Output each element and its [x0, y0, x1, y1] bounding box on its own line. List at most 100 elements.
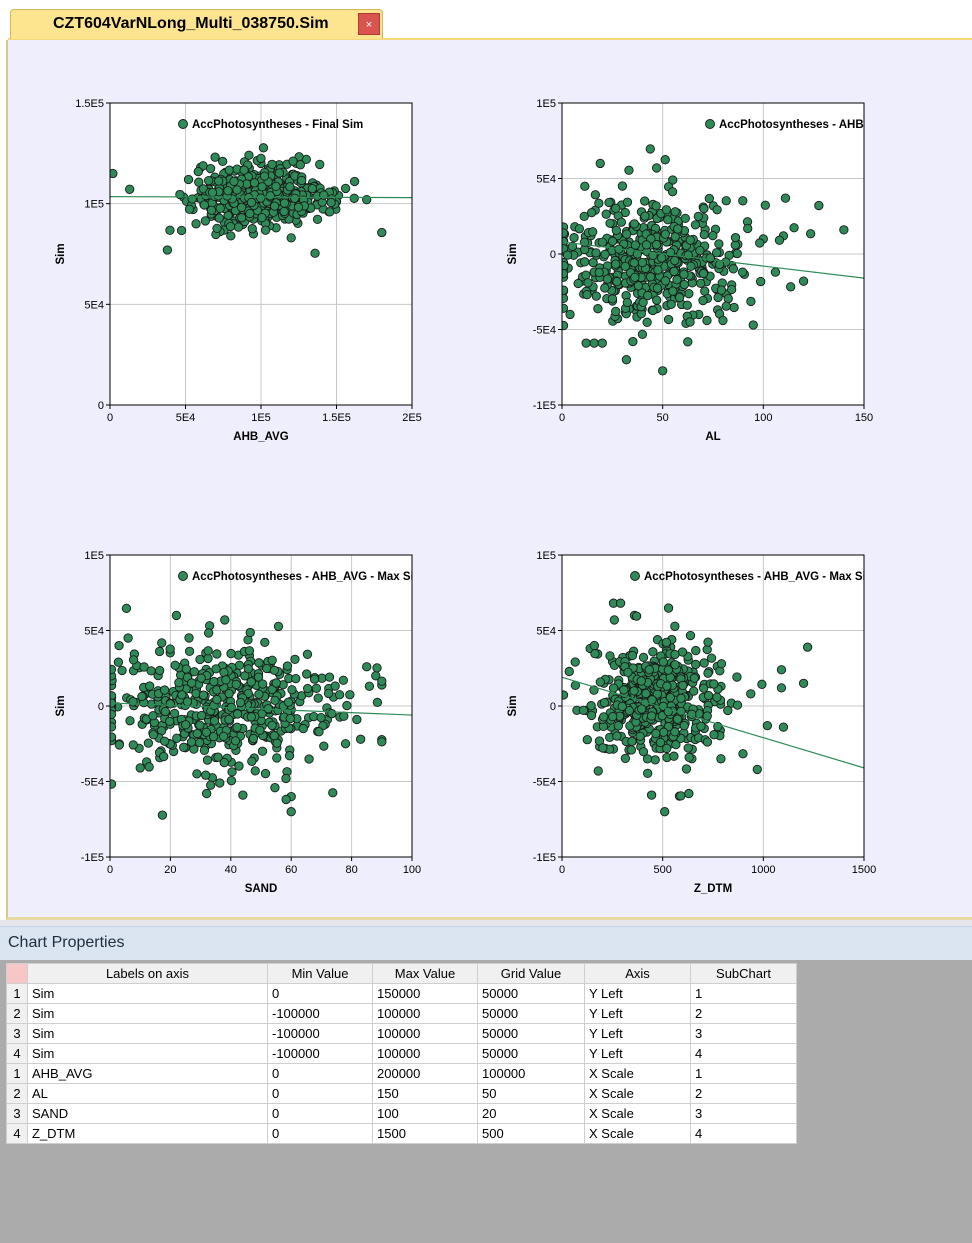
row-index[interactable]: 3	[6, 1023, 28, 1044]
table-cell[interactable]: X Scale	[584, 1063, 691, 1084]
table-cell[interactable]: 100000	[372, 1043, 478, 1064]
data-point	[574, 224, 585, 234]
table-cell[interactable]: Sim	[27, 983, 268, 1004]
close-icon[interactable]: ×	[358, 13, 380, 35]
table-cell[interactable]: 20	[477, 1103, 585, 1124]
table-cell[interactable]: 50000	[477, 1043, 585, 1064]
table-cell[interactable]: 50	[477, 1083, 585, 1104]
table-cell[interactable]: 4	[690, 1123, 797, 1144]
data-point	[612, 731, 622, 741]
data-point	[670, 621, 680, 631]
x-tick-label: 100	[754, 412, 772, 424]
table-row[interactable]: 2 Sim -100000 100000 50000 Y Left 2	[6, 1003, 797, 1024]
table-cell[interactable]: Y Left	[584, 1003, 691, 1024]
data-point	[270, 695, 280, 706]
table-row[interactable]: 2 AL 0 150 50 X Scale 2	[6, 1083, 797, 1104]
table-cell[interactable]: 0	[267, 1123, 373, 1144]
table-cell[interactable]: 1	[690, 983, 797, 1004]
data-point	[187, 194, 197, 204]
table-cell[interactable]: 1500	[372, 1123, 478, 1144]
table-cell[interactable]: 1	[690, 1063, 797, 1084]
table-cell[interactable]: Sim	[27, 1003, 268, 1024]
data-point	[316, 712, 326, 723]
table-row[interactable]: 3 Sim -100000 100000 50000 Y Left 3	[6, 1023, 797, 1044]
table-cell[interactable]: 150000	[372, 983, 478, 1004]
legend-label: AccPhotosyntheses - AHB_AVG - Max Sim	[644, 571, 876, 583]
table-cell[interactable]: Y Left	[584, 1043, 691, 1064]
table-cell[interactable]: Sim	[27, 1043, 268, 1064]
table-cell[interactable]: -100000	[267, 1043, 373, 1064]
table-cell[interactable]: 2	[690, 1083, 797, 1104]
table-row[interactable]: 4 Sim -100000 100000 50000 Y Left 4	[6, 1043, 797, 1064]
table-cell[interactable]: 100	[372, 1103, 478, 1124]
table-cell[interactable]: X Scale	[584, 1123, 691, 1144]
row-index[interactable]: 1	[6, 983, 28, 1004]
data-point	[798, 678, 809, 688]
table-cell[interactable]: 100000	[372, 1023, 478, 1044]
table-cell[interactable]: 150	[372, 1083, 478, 1104]
data-point	[661, 205, 672, 215]
table-row[interactable]: 1 AHB_AVG 0 200000 100000 X Scale 1	[6, 1063, 797, 1084]
data-point	[619, 685, 629, 695]
table-cell[interactable]: 0	[267, 1063, 373, 1084]
table-cell[interactable]: 0	[267, 983, 373, 1004]
table-cell[interactable]: 100000	[477, 1063, 585, 1084]
table-cell[interactable]: 0	[267, 1083, 373, 1104]
table-cell[interactable]: 3	[690, 1103, 797, 1124]
table-cell[interactable]: Sim	[27, 1023, 268, 1044]
table-cell[interactable]: 4	[690, 1043, 797, 1064]
plot-border	[561, 102, 865, 406]
data-point	[352, 714, 362, 725]
column-header[interactable]: Grid Value	[477, 963, 585, 984]
data-point	[223, 186, 233, 196]
row-index[interactable]: 2	[6, 1003, 28, 1024]
data-point	[660, 155, 670, 165]
table-row[interactable]: 4 Z_DTM 0 1500 500 X Scale 4	[6, 1123, 797, 1144]
data-point	[714, 259, 725, 270]
table-cell[interactable]: X Scale	[584, 1083, 691, 1104]
row-index[interactable]: 3	[6, 1103, 28, 1124]
data-point	[114, 640, 124, 651]
data-point	[249, 178, 260, 188]
table-cell[interactable]: 500	[477, 1123, 585, 1144]
table-cell[interactable]: X Scale	[584, 1103, 691, 1124]
table-cell[interactable]: 50000	[477, 1003, 585, 1024]
table-cell[interactable]: AL	[27, 1083, 268, 1104]
data-point	[629, 258, 639, 268]
row-index[interactable]: 4	[6, 1043, 28, 1064]
select-all-corner[interactable]	[6, 963, 28, 984]
column-header[interactable]: Min Value	[267, 963, 373, 984]
document-tab[interactable]: CZT604VarNLong_Multi_038750.Sim ×	[10, 9, 383, 39]
row-index[interactable]: 2	[6, 1083, 28, 1104]
table-cell[interactable]: 50000	[477, 1023, 585, 1044]
column-header[interactable]: Axis	[584, 963, 691, 984]
y-tick-label: 0	[98, 400, 104, 412]
table-cell[interactable]: 200000	[372, 1063, 478, 1084]
table-cell[interactable]: 2	[690, 1003, 797, 1024]
column-header[interactable]: Labels on axis	[27, 963, 268, 984]
plot-border	[561, 554, 865, 858]
splitter[interactable]	[0, 920, 972, 926]
data-point	[562, 285, 569, 295]
table-cell[interactable]: Z_DTM	[27, 1123, 268, 1144]
data-point	[184, 633, 194, 643]
table-row[interactable]: 3 SAND 0 100 20 X Scale 3	[6, 1103, 797, 1124]
table-cell[interactable]: 50000	[477, 983, 585, 1004]
table-cell[interactable]: Y Left	[584, 983, 691, 1004]
row-index[interactable]: 1	[6, 1063, 28, 1084]
trend-line	[562, 676, 864, 769]
row-index[interactable]: 4	[6, 1123, 28, 1144]
data-point	[637, 329, 648, 340]
table-cell[interactable]: 0	[267, 1103, 373, 1124]
table-cell[interactable]: 100000	[372, 1003, 478, 1024]
table-cell[interactable]: 3	[690, 1023, 797, 1044]
table-cell[interactable]: -100000	[267, 1003, 373, 1024]
table-row[interactable]: 1 Sim 0 150000 50000 Y Left 1	[6, 983, 797, 1004]
table-cell[interactable]: AHB_AVG	[27, 1063, 268, 1084]
data-point	[239, 165, 249, 175]
table-cell[interactable]: SAND	[27, 1103, 268, 1124]
table-cell[interactable]: Y Left	[584, 1023, 691, 1044]
column-header[interactable]: SubChart	[690, 963, 797, 984]
column-header[interactable]: Max Value	[372, 963, 478, 984]
table-cell[interactable]: -100000	[267, 1023, 373, 1044]
